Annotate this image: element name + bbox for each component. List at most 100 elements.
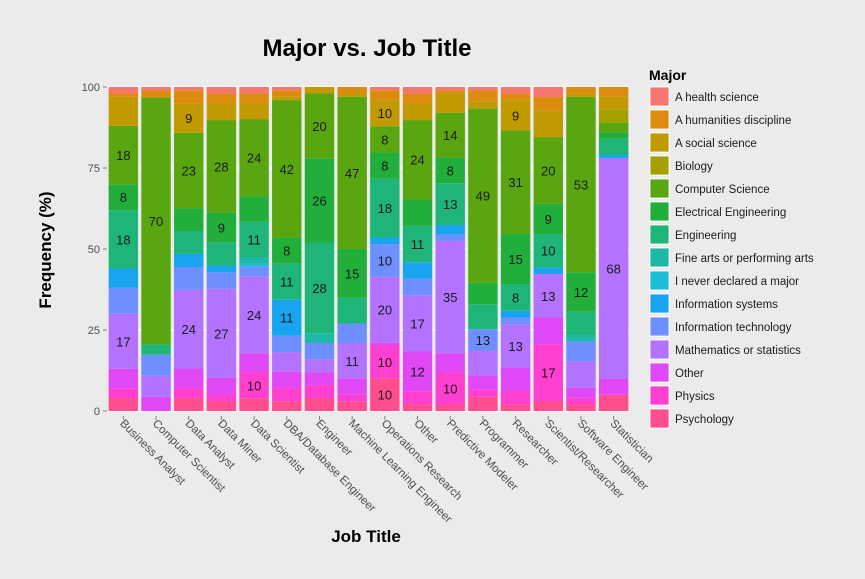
data-label: 23 (181, 163, 195, 178)
bar-scientist-researcher-mathematics-or-statistics (533, 274, 563, 318)
bar-dba-database-engineer-engineering (272, 263, 302, 300)
bar-other-a-humanities-discipline (402, 93, 433, 104)
legend-label-i-never-declared-a-major: I never declared a major (675, 276, 799, 288)
data-label: 15 (508, 252, 522, 267)
bar-scientist-researcher-other (533, 317, 563, 345)
bar-statistician-mathematics-or-statistics (598, 158, 629, 379)
bar-data-miner-electrical-engineering (206, 212, 237, 243)
bar-predictive-modeler-engineering (435, 183, 465, 225)
bar-operations-research-other (370, 342, 400, 346)
bar-researcher-information-technology (500, 317, 531, 325)
data-label: 26 (312, 193, 326, 208)
bar-business-analyst-physics (108, 388, 139, 399)
bar-operations-research-computer-science (370, 126, 400, 153)
bar-scientist-researcher-a-health-science (533, 87, 563, 98)
bar-researcher-a-health-science (500, 87, 531, 94)
bar-statistician-computer-science (598, 122, 629, 133)
bar-predictive-modeler-information-systems (435, 224, 465, 235)
bar-predictive-modeler-electrical-engineering (435, 157, 465, 184)
bar-other-a-health-science (402, 87, 433, 94)
data-label: 8 (283, 244, 290, 259)
bar-predictive-modeler-mathematics-or-statistics (435, 240, 465, 354)
legend-key-a-humanities-discipline (649, 109, 670, 130)
legend-label-information-systems: Information systems (675, 299, 778, 311)
bar-software-engineer-engineering (566, 311, 596, 335)
bar-operations-research-physics (370, 345, 400, 379)
bar-dba-database-engineer-a-social-science (272, 96, 302, 101)
bar-machine-learning-engineer-mathematics-or-statistics (337, 342, 367, 379)
bar-researcher-information-systems (500, 310, 531, 318)
bar-business-analyst-a-health-science (108, 87, 139, 94)
bar-data-scientist-a-social-science (239, 103, 269, 120)
bar-business-analyst-engineering (108, 210, 139, 269)
bar-business-analyst-information-systems (108, 268, 139, 288)
bar-scientist-researcher-psychology (533, 400, 563, 411)
data-label: 13 (541, 289, 555, 304)
data-label: 14 (443, 128, 457, 143)
bar-statistician-a-humanities-discipline (598, 87, 629, 97)
chart-title: Major vs. Job Title (263, 35, 472, 62)
y-tick-label: 50 (88, 244, 100, 256)
legend: Major A health science A humanities disci… (649, 67, 814, 429)
legend-label-a-humanities-discipline: A humanities discipline (675, 115, 791, 127)
bar-operations-research-a-humanities-discipline (370, 90, 400, 101)
legend-label-fine-arts-or-performing-arts: Fine arts or performing arts (675, 253, 814, 265)
bar-data-scientist-i-never-declared-a-major (239, 263, 269, 267)
bar-software-engineer-electrical-engineering (566, 272, 596, 312)
bar-researcher-a-humanities-discipline (500, 93, 531, 101)
bar-engineer-fine-arts-or-performing-arts (304, 333, 335, 343)
bar-data-analyst-mathematics-or-statistics (174, 289, 204, 369)
bar-other-other (402, 351, 433, 392)
data-label: 18 (378, 201, 392, 216)
data-label: 35 (443, 290, 457, 305)
bar-software-engineer-psychology (566, 404, 596, 411)
data-label: 53 (574, 178, 588, 193)
bar-data-scientist-fine-arts-or-performing-arts (239, 257, 269, 264)
bar-software-engineer-a-social-science (566, 93, 596, 97)
bar-data-scientist-a-health-science (239, 87, 269, 94)
data-label: 13 (508, 339, 522, 354)
bar-programmer-electrical-engineering (468, 282, 498, 305)
data-label: 12 (410, 364, 424, 379)
bar-computer-scientist-a-humanities-discipline (141, 90, 171, 98)
bar-predictive-modeler-other (435, 353, 465, 373)
bar-researcher-other (500, 367, 531, 391)
bar-predictive-modeler-a-humanities-discipline (435, 90, 465, 94)
bar-researcher-physics (500, 390, 531, 405)
data-label: 8 (381, 159, 388, 174)
bar-other-engineering (402, 225, 433, 263)
bar-data-analyst-computer-science (174, 132, 204, 209)
y-tick-label: 100 (82, 82, 100, 94)
data-label: 24 (181, 322, 195, 337)
legend-label-a-social-science: A social science (675, 138, 757, 150)
legend-label-engineering: Engineering (675, 230, 736, 242)
legend-key-biology (649, 155, 670, 176)
bar-engineer-engineering (304, 242, 335, 334)
bar-dba-database-engineer-mathematics-or-statistics (272, 352, 302, 372)
bar-predictive-modeler-a-social-science (435, 93, 465, 113)
bar-software-engineer-physics (566, 397, 596, 405)
bar-operations-research-information-systems (370, 237, 400, 245)
legend-key-electrical-engineering (649, 201, 670, 222)
bar-data-analyst-a-health-science (174, 87, 204, 91)
bar-software-engineer-other (566, 387, 596, 398)
bar-business-analyst-information-technology (108, 287, 139, 314)
legend-label-biology: Biology (675, 161, 713, 173)
bar-machine-learning-engineer-information-technology (337, 323, 367, 343)
bar-other-psychology (402, 404, 433, 411)
legend-key-fine-arts-or-performing-arts (649, 247, 670, 268)
bar-engineer-other (304, 372, 335, 386)
bar-business-analyst-a-humanities-discipline (108, 93, 139, 97)
bar-data-miner-a-health-science (206, 87, 237, 94)
bar-computer-scientist-a-health-science (141, 87, 171, 91)
bar-predictive-modeler-a-health-science (435, 87, 465, 91)
data-label: 42 (280, 162, 294, 177)
bar-machine-learning-engineer-electrical-engineering (337, 249, 367, 298)
bar-data-scientist-physics (239, 372, 269, 399)
legend-label-a-health-science: A health science (675, 92, 759, 104)
data-label: 10 (378, 355, 392, 370)
bar-data-analyst-a-humanities-discipline (174, 90, 204, 104)
bar-engineer-psychology (304, 398, 335, 411)
bar-programmer-a-social-science (468, 101, 498, 109)
